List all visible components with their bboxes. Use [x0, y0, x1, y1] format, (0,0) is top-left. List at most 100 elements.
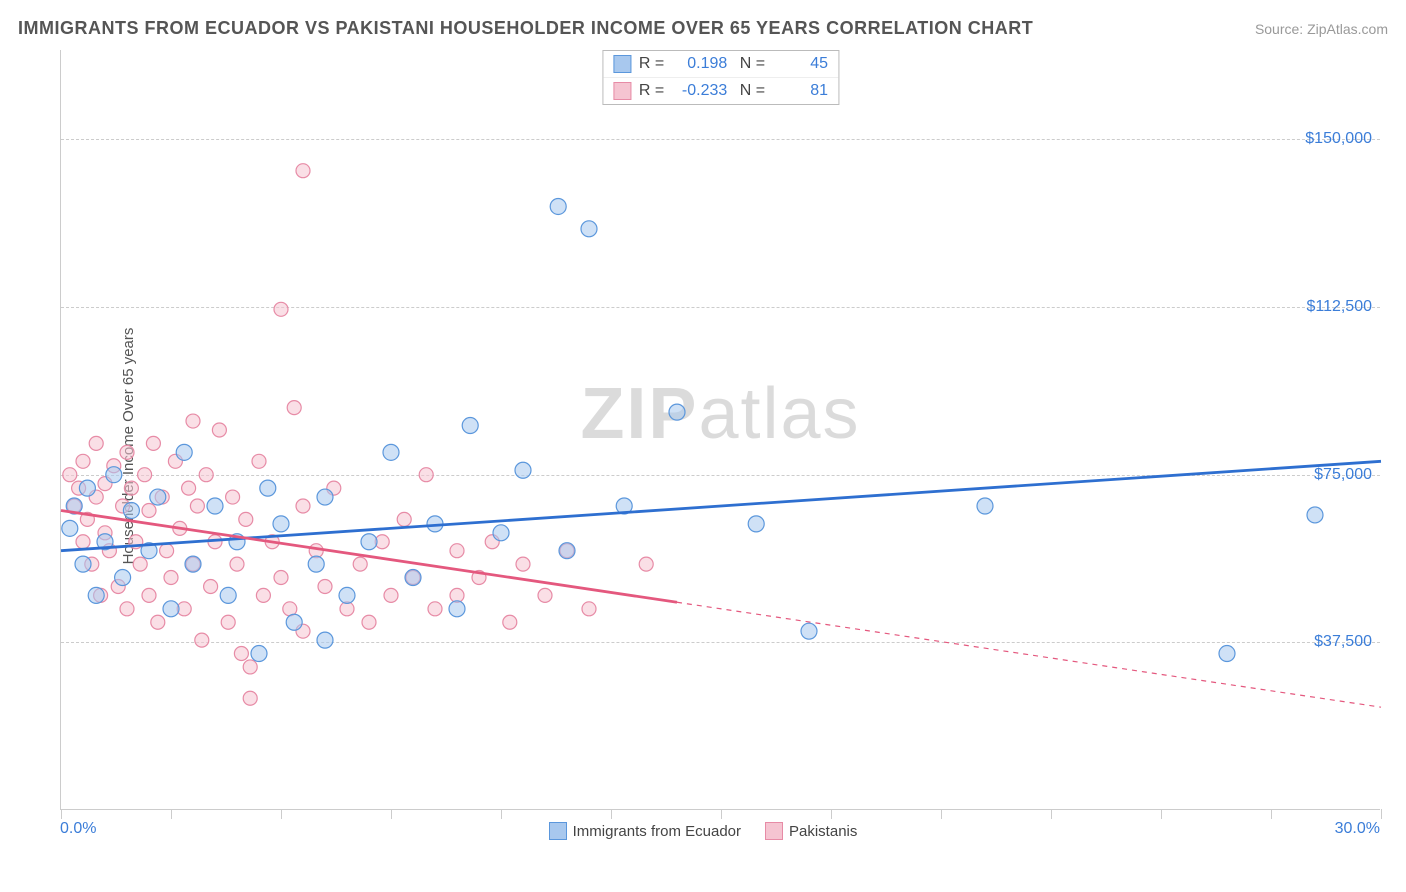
stats-row-ecuador: R = 0.198 N = 45 [603, 51, 838, 77]
data-point [318, 579, 332, 593]
data-point [142, 588, 156, 602]
data-point [133, 557, 147, 571]
data-point [1307, 507, 1323, 523]
swatch-ecuador [613, 55, 631, 73]
correlation-stats-box: R = 0.198 N = 45 R = -0.233 N = 81 [602, 50, 839, 105]
data-point [234, 647, 248, 661]
data-point [146, 436, 160, 450]
data-point [286, 614, 302, 630]
data-point [220, 587, 236, 603]
data-point [106, 467, 122, 483]
data-point [239, 512, 253, 526]
data-point [317, 489, 333, 505]
data-point [164, 571, 178, 585]
data-point [252, 454, 266, 468]
trend-line-extrapolated [677, 602, 1381, 707]
data-point [76, 454, 90, 468]
data-point [428, 602, 442, 616]
data-point [182, 481, 196, 495]
data-point [801, 623, 817, 639]
data-point [559, 543, 575, 559]
data-point [76, 535, 90, 549]
data-point [384, 588, 398, 602]
data-point [160, 544, 174, 558]
legend-swatch-pakistani [765, 822, 783, 840]
swatch-pakistani [613, 82, 631, 100]
data-point [186, 414, 200, 428]
data-point [308, 556, 324, 572]
chart-source: Source: ZipAtlas.com [1255, 21, 1388, 37]
data-point [977, 498, 993, 514]
data-point [639, 557, 653, 571]
data-point [361, 534, 377, 550]
data-point [185, 556, 201, 572]
data-point [226, 490, 240, 504]
data-point [221, 615, 235, 629]
data-point [450, 544, 464, 558]
data-point [397, 512, 411, 526]
data-point [251, 646, 267, 662]
scatter-chart: ZIPatlas $37,500$75,000$112,500$150,000 … [60, 50, 1380, 810]
data-point [230, 557, 244, 571]
data-point [296, 499, 310, 513]
data-point [462, 418, 478, 434]
data-point [124, 481, 138, 495]
legend-swatch-ecuador [549, 822, 567, 840]
data-point [63, 468, 77, 482]
data-point [550, 198, 566, 214]
data-point [88, 587, 104, 603]
data-point [123, 502, 139, 518]
data-point [120, 445, 134, 459]
data-point [151, 615, 165, 629]
plot-svg [61, 50, 1380, 809]
data-point [199, 468, 213, 482]
data-point [115, 570, 131, 586]
legend-item-ecuador: Immigrants from Ecuador [549, 822, 741, 840]
data-point [89, 436, 103, 450]
data-point [493, 525, 509, 541]
data-point [538, 588, 552, 602]
stats-row-pakistani: R = -0.233 N = 81 [603, 77, 838, 104]
data-point [273, 516, 289, 532]
data-point [581, 221, 597, 237]
data-point [243, 660, 257, 674]
data-point [62, 520, 78, 536]
data-point [274, 302, 288, 316]
data-point [419, 468, 433, 482]
data-point [515, 462, 531, 478]
data-point [748, 516, 764, 532]
data-point [120, 602, 134, 616]
data-point [142, 503, 156, 517]
data-point [582, 602, 596, 616]
data-point [296, 164, 310, 178]
bottom-legend: Immigrants from Ecuador Pakistanis [0, 822, 1406, 840]
data-point [669, 404, 685, 420]
data-point [362, 615, 376, 629]
chart-title: IMMIGRANTS FROM ECUADOR VS PAKISTANI HOU… [18, 18, 1033, 39]
data-point [207, 498, 223, 514]
data-point [190, 499, 204, 513]
data-point [503, 615, 517, 629]
data-point [339, 587, 355, 603]
legend-item-pakistani: Pakistanis [765, 822, 857, 840]
data-point [260, 480, 276, 496]
data-point [138, 468, 152, 482]
data-point [75, 556, 91, 572]
chart-header: IMMIGRANTS FROM ECUADOR VS PAKISTANI HOU… [18, 18, 1388, 39]
data-point [1219, 646, 1235, 662]
data-point [274, 571, 288, 585]
data-point [195, 633, 209, 647]
data-point [287, 401, 301, 415]
data-point [150, 489, 166, 505]
data-point [79, 480, 95, 496]
data-point [204, 579, 218, 593]
data-point [212, 423, 226, 437]
data-point [256, 588, 270, 602]
data-point [405, 570, 421, 586]
data-point [163, 601, 179, 617]
trend-line [61, 461, 1381, 550]
data-point [176, 444, 192, 460]
data-point [383, 444, 399, 460]
data-point [317, 632, 333, 648]
data-point [243, 691, 257, 705]
